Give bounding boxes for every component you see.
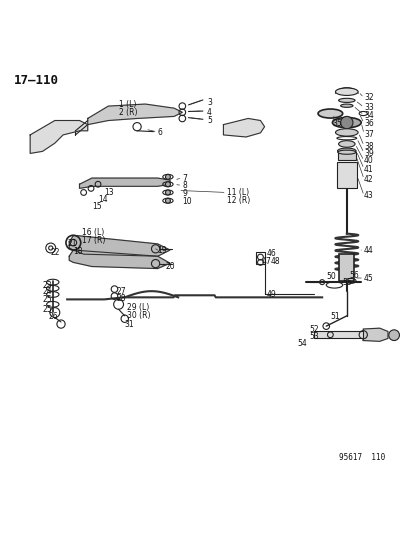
Text: 48: 48 (270, 257, 280, 265)
Ellipse shape (335, 129, 357, 136)
Polygon shape (30, 120, 88, 154)
Text: 17–110: 17–110 (14, 74, 59, 87)
Text: 13: 13 (104, 188, 114, 197)
Circle shape (388, 330, 399, 341)
Text: 25: 25 (43, 305, 52, 314)
Text: 22: 22 (51, 248, 60, 256)
Bar (337, 152, 355, 160)
Text: 8: 8 (182, 181, 187, 190)
Text: 7: 7 (182, 174, 187, 183)
Circle shape (165, 174, 170, 179)
Text: 26: 26 (49, 312, 58, 321)
Text: 6: 6 (157, 127, 162, 136)
Text: 3: 3 (206, 98, 211, 107)
Text: 52: 52 (308, 325, 318, 334)
Text: 46: 46 (266, 249, 276, 258)
Text: 39: 39 (363, 149, 373, 158)
Polygon shape (69, 236, 170, 256)
Text: 42: 42 (363, 175, 373, 184)
Text: 38: 38 (363, 142, 373, 150)
Text: 45: 45 (363, 273, 373, 282)
Text: 15: 15 (92, 203, 101, 212)
Text: 37: 37 (363, 130, 373, 139)
Text: 25: 25 (43, 295, 52, 304)
Ellipse shape (317, 109, 342, 118)
Text: 1 (L): 1 (L) (118, 100, 135, 109)
Polygon shape (69, 250, 170, 269)
Text: 14: 14 (98, 195, 107, 204)
Ellipse shape (338, 141, 354, 147)
Text: 29 (L): 29 (L) (126, 303, 149, 312)
Text: 55: 55 (342, 278, 351, 287)
Text: 44: 44 (363, 246, 373, 255)
Bar (256, 252, 264, 264)
Circle shape (165, 190, 170, 195)
Text: 32: 32 (363, 93, 373, 102)
Circle shape (340, 116, 352, 129)
Polygon shape (79, 178, 170, 188)
Text: 40: 40 (363, 156, 373, 165)
Text: 20: 20 (166, 262, 175, 271)
Text: 28: 28 (116, 294, 126, 303)
Ellipse shape (338, 98, 354, 102)
Text: 49: 49 (266, 290, 276, 299)
Circle shape (165, 182, 170, 187)
Text: 11 (L): 11 (L) (226, 188, 248, 197)
Text: 50: 50 (325, 272, 335, 281)
Text: 95617  110: 95617 110 (338, 453, 384, 462)
Text: 27: 27 (116, 287, 126, 296)
Text: 36: 36 (363, 119, 373, 128)
Text: 5: 5 (206, 116, 211, 125)
Ellipse shape (340, 104, 352, 107)
Circle shape (165, 198, 170, 203)
Text: 4: 4 (206, 108, 211, 117)
Text: 18: 18 (73, 247, 83, 256)
Polygon shape (223, 118, 264, 137)
Text: 12 (R): 12 (R) (226, 196, 249, 205)
Text: 43: 43 (363, 191, 373, 200)
Text: 33: 33 (363, 103, 373, 112)
Bar (313, 331, 362, 338)
Text: 2 (R): 2 (R) (118, 108, 137, 117)
Ellipse shape (335, 88, 357, 95)
Text: 9: 9 (182, 189, 187, 198)
Text: 30 (R): 30 (R) (126, 311, 150, 319)
Text: 54: 54 (297, 339, 306, 348)
Bar (336, 161, 356, 188)
Text: 34: 34 (363, 111, 373, 120)
Text: 24: 24 (43, 287, 52, 296)
Text: 47: 47 (261, 257, 271, 266)
Text: 17 (R): 17 (R) (81, 236, 105, 245)
Text: 10: 10 (182, 197, 192, 206)
Ellipse shape (337, 150, 355, 154)
Ellipse shape (332, 117, 360, 128)
Text: 16 (L): 16 (L) (81, 228, 104, 237)
Text: 51: 51 (330, 312, 339, 321)
Text: 35: 35 (332, 119, 342, 128)
Polygon shape (362, 328, 387, 341)
Text: 31: 31 (124, 320, 134, 328)
Ellipse shape (337, 148, 355, 154)
Text: 23: 23 (43, 280, 52, 289)
Text: 41: 41 (363, 165, 373, 174)
Text: 19: 19 (157, 246, 167, 255)
Text: 56: 56 (348, 271, 358, 280)
Polygon shape (88, 104, 182, 125)
Bar (339, 254, 354, 281)
Text: 53: 53 (308, 332, 318, 341)
Text: 21: 21 (67, 239, 76, 248)
